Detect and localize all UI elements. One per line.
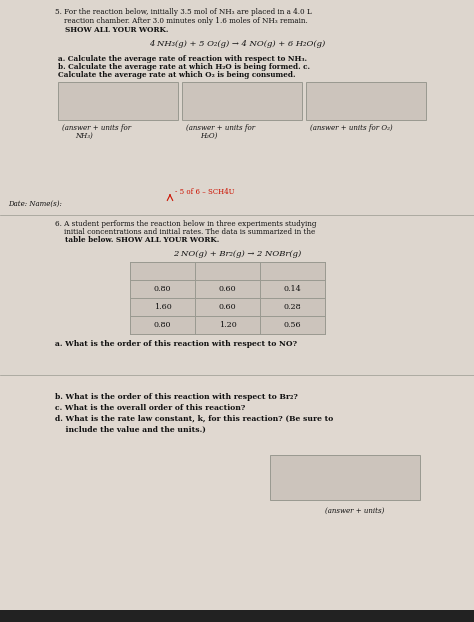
- Text: 0.60: 0.60: [219, 285, 237, 293]
- Bar: [130, 262, 325, 334]
- Bar: [306, 82, 426, 120]
- Text: 1.20: 1.20: [219, 321, 237, 329]
- Text: table below. SHOW ALL YOUR WORK.: table below. SHOW ALL YOUR WORK.: [55, 236, 219, 244]
- Text: 1.60: 1.60: [154, 303, 172, 311]
- Bar: [0, 375, 474, 622]
- Text: 0.14: 0.14: [283, 285, 301, 293]
- Text: d. What is the rate law constant, k, for this reaction? (Be sure to: d. What is the rate law constant, k, for…: [55, 415, 333, 423]
- Text: 0.28: 0.28: [283, 303, 301, 311]
- Text: reaction chamber. After 3.0 minutes only 1.6 moles of NH₃ remain.: reaction chamber. After 3.0 minutes only…: [55, 17, 308, 25]
- Text: 4 NH₃(g) + 5 O₂(g) → 4 NO(g) + 6 H₂O(g): 4 NH₃(g) + 5 O₂(g) → 4 NO(g) + 6 H₂O(g): [149, 40, 325, 48]
- Text: (answer + units for: (answer + units for: [186, 124, 255, 132]
- Text: a. Calculate the average rate of reaction with respect to NH₃.: a. Calculate the average rate of reactio…: [58, 55, 307, 63]
- Bar: [0, 215, 474, 415]
- Text: 0.60: 0.60: [219, 303, 237, 311]
- Text: (answer + units for: (answer + units for: [62, 124, 131, 132]
- Text: 2 NO(g) + Br₂(g) → 2 NOBr(g): 2 NO(g) + Br₂(g) → 2 NOBr(g): [173, 250, 301, 258]
- Text: (answer + units for O₂): (answer + units for O₂): [310, 124, 392, 132]
- Text: SHOW ALL YOUR WORK.: SHOW ALL YOUR WORK.: [55, 26, 168, 34]
- Bar: [182, 82, 302, 120]
- Text: 5. For the reaction below, initially 3.5 mol of NH₃ are placed in a 4.0 L: 5. For the reaction below, initially 3.5…: [55, 8, 312, 16]
- Bar: [58, 82, 178, 120]
- Text: NH₃): NH₃): [75, 132, 93, 140]
- Text: initial concentrations and initial rates. The data is summarized in the: initial concentrations and initial rates…: [55, 228, 315, 236]
- Text: (answer + units): (answer + units): [325, 507, 385, 515]
- Bar: [0, 610, 474, 622]
- Text: 0.80: 0.80: [154, 285, 171, 293]
- Text: H₂O): H₂O): [200, 132, 218, 140]
- Text: b. What is the order of this reaction with respect to Br₂?: b. What is the order of this reaction wi…: [55, 393, 298, 401]
- Text: 0.56: 0.56: [283, 321, 301, 329]
- Text: - 5 of 6 – SCH4U: - 5 of 6 – SCH4U: [175, 188, 235, 196]
- Bar: [270, 455, 420, 500]
- Bar: [0, 0, 474, 230]
- Text: c. What is the overall order of this reaction?: c. What is the overall order of this rea…: [55, 404, 246, 412]
- Text: include the value and the units.): include the value and the units.): [55, 426, 206, 434]
- Text: Calculate the average rate at which O₂ is being consumed.: Calculate the average rate at which O₂ i…: [58, 71, 295, 79]
- Text: 6. A student performs the reaction below in three experiments studying: 6. A student performs the reaction below…: [55, 220, 317, 228]
- Text: a. What is the order of this reaction with respect to NO?: a. What is the order of this reaction wi…: [55, 340, 297, 348]
- Text: b. Calculate the average rate at which H₂O is being formed. c.: b. Calculate the average rate at which H…: [58, 63, 310, 71]
- Text: 0.80: 0.80: [154, 321, 171, 329]
- Text: Date: Name(s):: Date: Name(s):: [8, 200, 62, 208]
